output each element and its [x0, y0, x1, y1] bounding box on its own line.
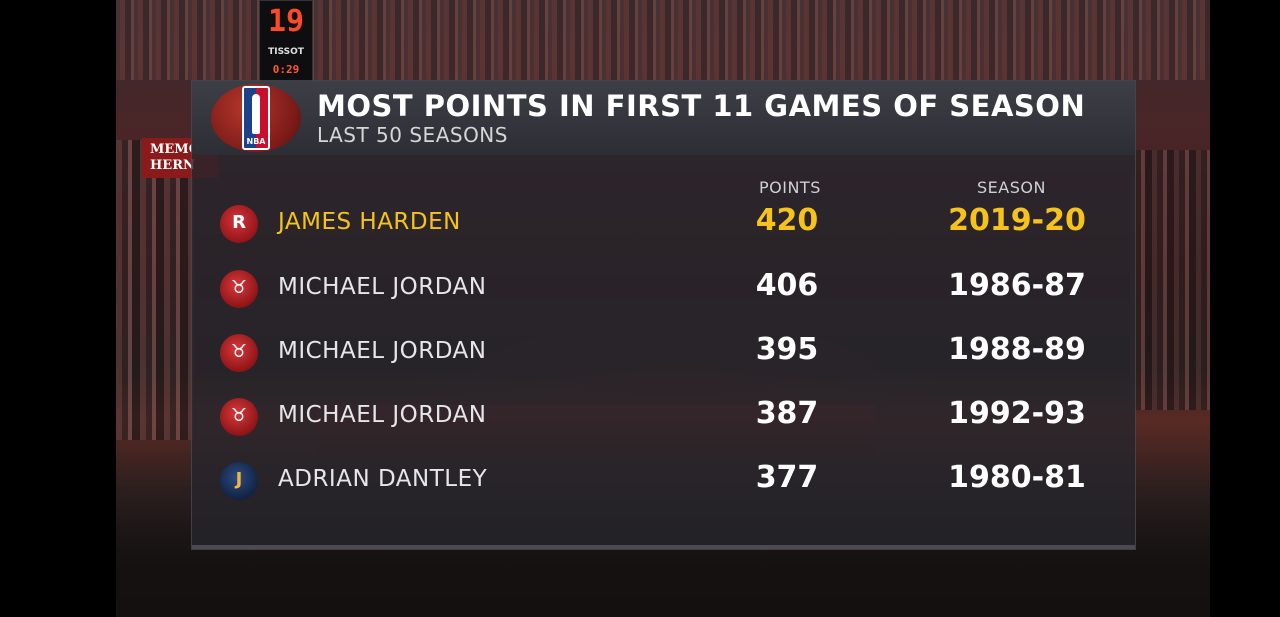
points-value: 420 [755, 203, 819, 238]
nba-logo-icon: NBA [242, 86, 270, 150]
graphic-bottom-border [192, 545, 1135, 549]
season-value: 1980-81 [948, 460, 1086, 495]
graphic-subtitle: LAST 50 SEASONS [317, 123, 508, 147]
table-row: ♉ MICHAEL JORDAN 387 1992-93 [192, 388, 1135, 452]
table-row: ♉ MICHAEL JORDAN 406 1986-87 [192, 260, 1135, 324]
crowd-right [1130, 150, 1210, 410]
season-value: 1992-93 [948, 396, 1086, 431]
player-name: ADRIAN DANTLEY [278, 466, 488, 492]
graphic-title: MOST POINTS IN FIRST 11 GAMES OF SEASON [317, 89, 1086, 123]
nba-silhouette-icon [252, 94, 260, 134]
bulls-logo-icon: ♉ [220, 270, 258, 308]
shot-clock-brand: TISSOT [268, 47, 304, 57]
rockets-logo-icon: R [220, 205, 258, 243]
bulls-logo-icon: ♉ [220, 398, 258, 436]
shot-clock-seconds: 19 [267, 4, 305, 39]
points-value: 377 [755, 460, 819, 495]
crowd-left [116, 140, 196, 440]
stats-graphic: NBA MOST POINTS IN FIRST 11 GAMES OF SEA… [191, 80, 1136, 550]
graphic-header: NBA MOST POINTS IN FIRST 11 GAMES OF SEA… [192, 81, 1135, 155]
player-name: MICHAEL JORDAN [278, 338, 487, 364]
season-value: 1988-89 [948, 332, 1086, 367]
points-column-header: POINTS [759, 178, 821, 197]
points-value: 406 [755, 268, 819, 303]
jazz-logo-icon: J [220, 462, 258, 500]
player-name: MICHAEL JORDAN [278, 402, 487, 428]
player-name: MICHAEL JORDAN [278, 274, 487, 300]
table-row: R JAMES HARDEN 420 2019-20 [192, 195, 1135, 259]
points-value: 387 [755, 396, 819, 431]
table-row: ♉ MICHAEL JORDAN 395 1988-89 [192, 324, 1135, 388]
shot-clock: 19 TISSOT 0:29 [259, 0, 313, 82]
season-value: 1986-87 [948, 268, 1086, 303]
season-column-header: SEASON [977, 178, 1046, 197]
game-clock: 0:29 [272, 63, 300, 76]
bulls-logo-icon: ♉ [220, 334, 258, 372]
season-value: 2019-20 [948, 203, 1086, 238]
table-row: J ADRIAN DANTLEY 377 1980-81 [192, 452, 1135, 516]
player-name: JAMES HARDEN [278, 209, 461, 235]
points-value: 395 [755, 332, 819, 367]
